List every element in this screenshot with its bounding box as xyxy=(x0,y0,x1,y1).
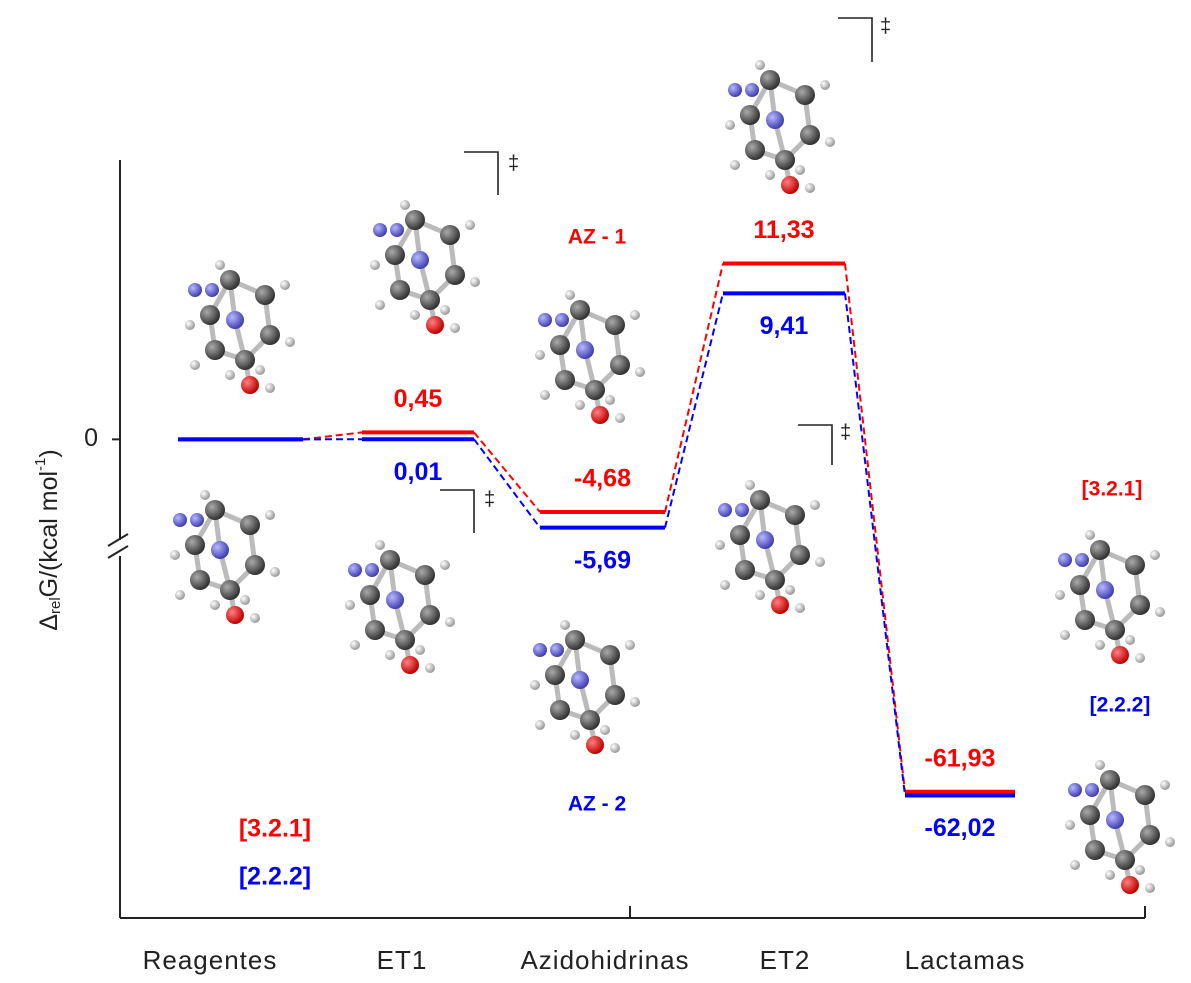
value-label: -5,69 xyxy=(574,546,631,574)
value-label: -62,02 xyxy=(925,814,996,842)
transition-brackets: ‡ ‡ ‡ ‡ xyxy=(440,15,891,533)
chart: ‡ ‡ ‡ ‡ AZ - 1 AZ - 2 [3.2.1] [2.2.2] [3… xyxy=(0,0,1191,983)
connector xyxy=(665,293,723,527)
y-tick-label: 0 xyxy=(84,424,98,452)
connector xyxy=(665,264,723,512)
x-tick-label: ET2 xyxy=(760,945,811,975)
series-label: [2.2.2] xyxy=(1090,694,1151,717)
x-tick-label: Lactamas xyxy=(905,945,1026,975)
value-label: 9,41 xyxy=(760,312,809,340)
annotation: AZ - 2 xyxy=(568,793,626,816)
x-tick-label: Azidohidrinas xyxy=(520,945,689,975)
double-dagger: ‡ xyxy=(484,488,495,510)
value-label: -4,68 xyxy=(574,465,631,493)
connector xyxy=(845,293,905,795)
double-dagger: ‡ xyxy=(508,152,519,174)
y-axis-label: ΔrelG/(kcal mol-1) xyxy=(32,449,64,630)
y-label-text: G/(kcal mol xyxy=(35,471,63,597)
y-label-superscript: -1 xyxy=(32,458,49,471)
x-tick-label: Reagentes xyxy=(143,945,278,975)
connector xyxy=(474,439,540,527)
value-label: 11,33 xyxy=(753,216,814,244)
y-label-subscript: rel xyxy=(47,597,64,614)
legend-entry: [3.2.1] xyxy=(239,815,311,843)
annotation: AZ - 1 xyxy=(568,226,627,249)
legend-entry: [2.2.2] xyxy=(239,863,311,891)
y-label-symbol: Δ xyxy=(35,614,63,631)
value-label: 0,45 xyxy=(394,385,443,413)
x-tick-label: ET1 xyxy=(377,945,428,975)
y-label-close: ) xyxy=(35,449,63,457)
value-label: -61,93 xyxy=(925,744,996,772)
double-dagger: ‡ xyxy=(840,421,851,443)
value-label: 0,01 xyxy=(394,458,443,486)
double-dagger: ‡ xyxy=(880,15,891,37)
series-label: [3.2.1] xyxy=(1082,478,1143,501)
axes xyxy=(108,160,1145,918)
